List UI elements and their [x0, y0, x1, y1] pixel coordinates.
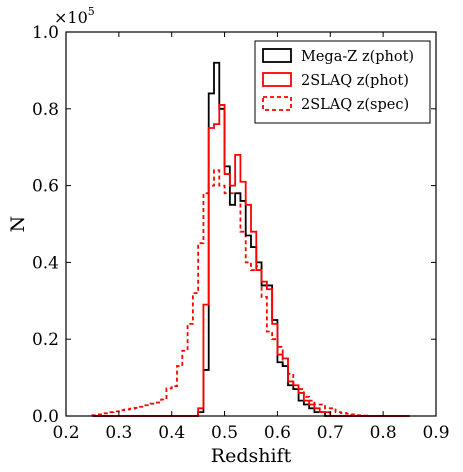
- legend-swatch: [262, 96, 292, 111]
- y-axis-multiplier-exponent: 5: [88, 5, 95, 18]
- legend-box: [254, 40, 431, 124]
- y-tick-label: 0.4: [32, 253, 59, 273]
- y-tick-label: 0.8: [32, 100, 59, 120]
- y-axis-multiplier-base: ×10: [54, 8, 88, 27]
- y-axis-title: N: [7, 216, 29, 233]
- axis-ticks: 0.2 0.3 0.4 0.5 0.6 0.7 0.8 0.90.00.20.40.60.81…: [32, 23, 450, 443]
- x-tick-label: 0.7: [317, 423, 344, 443]
- legend-label: 2SLAQ z(spec): [301, 97, 409, 113]
- legend-swatch: [262, 48, 292, 63]
- y-tick-label: 0.0: [32, 407, 59, 427]
- y-tick-label: 1.0: [32, 23, 59, 43]
- y-axis-multiplier: ×105: [54, 5, 95, 27]
- x-tick-label: 0.2: [52, 423, 79, 443]
- x-tick-label: 0.8: [370, 423, 397, 443]
- legend-swatch: [262, 72, 292, 87]
- legend-label: 2SLAQ z(phot): [301, 73, 409, 89]
- legend: Mega-Z z(phot) 2SLAQ z(phot) 2SLAQ z(spec): [254, 40, 431, 124]
- y-tick-label: 0.6: [32, 177, 59, 197]
- axes-frame: [65, 31, 437, 417]
- x-tick-label: 0.3: [105, 423, 132, 443]
- x-tick-label: 0.4: [158, 423, 185, 443]
- y-tick-label: 0.2: [32, 330, 59, 350]
- x-tick-label: 0.6: [264, 423, 291, 443]
- x-axis-title: Redshift: [211, 445, 292, 467]
- legend-label: Mega-Z z(phot): [301, 49, 414, 65]
- series-line-1: [92, 104, 410, 417]
- x-tick-label: 0.5: [211, 423, 238, 443]
- x-tick-label: 0.9: [422, 423, 449, 443]
